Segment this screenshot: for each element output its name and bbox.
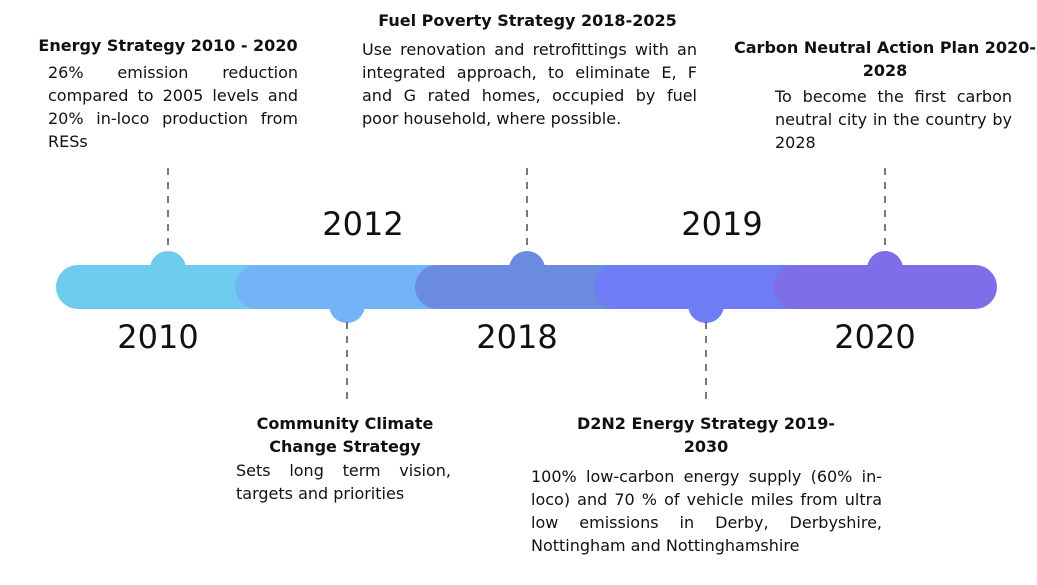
event-description: 100% low-carbon energy supply (60% in-lo… bbox=[531, 467, 882, 555]
event-year: 2012 bbox=[322, 205, 404, 243]
event-year: 2010 bbox=[117, 318, 199, 356]
timeline-node bbox=[329, 287, 365, 323]
event-description: Use renovation and retrofittings with an… bbox=[362, 40, 697, 128]
event-title: Community Climate Change Strategy bbox=[256, 414, 434, 456]
event-year: 2019 bbox=[681, 205, 763, 243]
timeline-node bbox=[867, 251, 903, 287]
timeline-node bbox=[509, 251, 545, 287]
event-title: D2N2 Energy Strategy 2019-2030 bbox=[576, 414, 835, 456]
timeline-node bbox=[688, 287, 724, 323]
event-description: Sets long term vision, targets and prior… bbox=[236, 461, 451, 503]
event-year: 2018 bbox=[476, 318, 558, 356]
event-year: 2020 bbox=[834, 318, 916, 356]
timeline-node bbox=[150, 251, 186, 287]
event-title: Energy Strategy 2010 - 2020 bbox=[38, 36, 298, 55]
event-title: Carbon Neutral Action Plan 2020-2028 bbox=[734, 38, 1036, 80]
event-description: To become the first carbon neutral city … bbox=[775, 87, 1012, 152]
event-description: 26% emission reduction compared to 2005 … bbox=[48, 63, 298, 151]
event-title: Fuel Poverty Strategy 2018-2025 bbox=[378, 11, 677, 30]
